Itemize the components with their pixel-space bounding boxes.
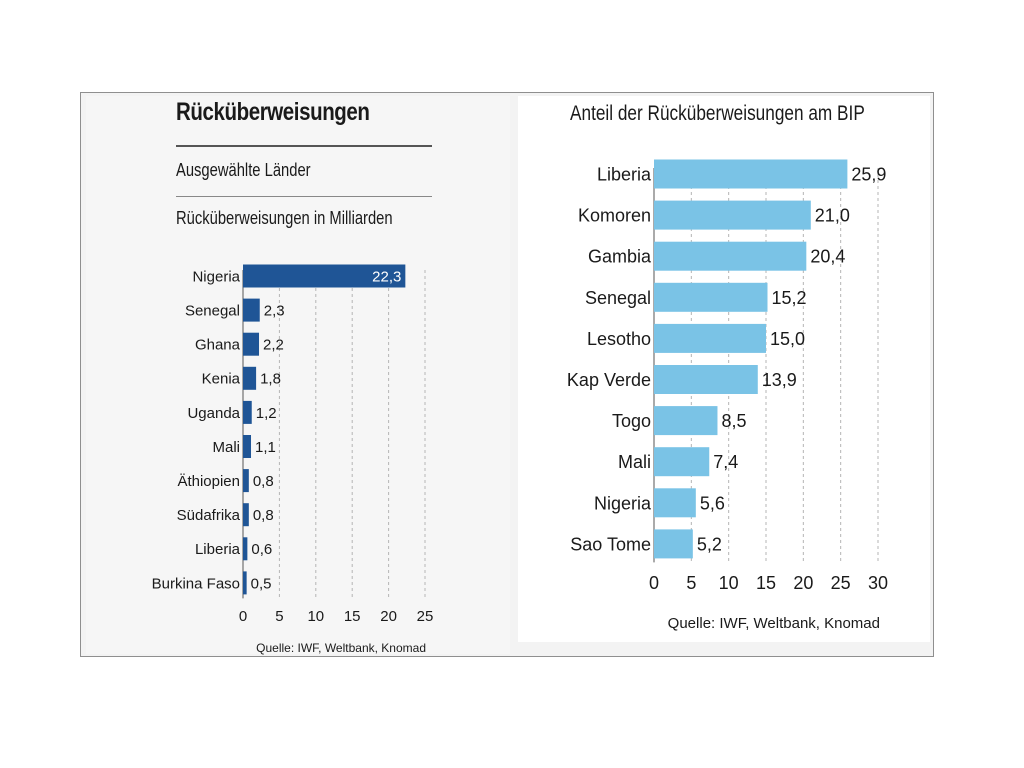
category-label-1-0: Liberia bbox=[597, 164, 652, 184]
tick-label-0-5: 25 bbox=[417, 608, 434, 625]
tick-label-1-1: 5 bbox=[686, 573, 696, 593]
tick-label-1-6: 30 bbox=[868, 573, 888, 593]
category-label-0-7: Südafrika bbox=[177, 507, 241, 524]
bar-0-6 bbox=[243, 469, 249, 493]
category-label-0-0: Nigeria bbox=[192, 268, 240, 285]
source-label-0: Quelle: IWF, Weltbank, Knomad bbox=[256, 641, 426, 655]
category-label-1-4: Lesotho bbox=[587, 329, 651, 349]
tick-label-0-4: 20 bbox=[380, 608, 397, 625]
value-label-1-4: 15,0 bbox=[770, 329, 805, 349]
value-label-0-7: 0,8 bbox=[253, 507, 274, 524]
bar-0-9 bbox=[243, 571, 247, 595]
source-label-1: Quelle: IWF, Weltbank, Knomad bbox=[668, 615, 880, 632]
left-chart-subtitle: Ausgewählte Länder bbox=[176, 160, 311, 180]
subtitle-rule bbox=[176, 196, 432, 197]
bar-1-6 bbox=[654, 406, 718, 436]
category-label-0-2: Ghana bbox=[195, 337, 241, 354]
tick-label-0-2: 10 bbox=[307, 608, 324, 625]
value-label-0-4: 1,2 bbox=[256, 405, 277, 422]
tick-label-1-5: 25 bbox=[831, 573, 851, 593]
tick-label-1-4: 20 bbox=[793, 573, 813, 593]
left-chart-title: Rücküberweisungen bbox=[176, 98, 370, 126]
value-label-1-5: 13,9 bbox=[762, 370, 797, 390]
tick-label-1-3: 15 bbox=[756, 573, 776, 593]
category-label-0-5: Mali bbox=[212, 439, 240, 456]
bar-0-4 bbox=[243, 400, 252, 424]
bar-1-2 bbox=[654, 241, 807, 271]
left-chart-xlabel: Rücküberweisungen in Milliarden bbox=[176, 208, 393, 228]
category-label-1-7: Mali bbox=[618, 452, 651, 472]
bar-1-4 bbox=[654, 323, 766, 353]
value-label-0-2: 2,2 bbox=[263, 337, 284, 354]
tick-label-1-0: 0 bbox=[649, 573, 659, 593]
category-label-1-8: Nigeria bbox=[594, 493, 652, 513]
bar-1-3 bbox=[654, 282, 768, 312]
value-label-1-0: 25,9 bbox=[851, 164, 886, 184]
value-label-0-1: 2,3 bbox=[264, 303, 285, 320]
value-label-1-8: 5,6 bbox=[700, 493, 725, 513]
category-label-0-4: Uganda bbox=[187, 405, 240, 422]
tick-label-0-0: 0 bbox=[239, 608, 247, 625]
value-label-0-5: 1,1 bbox=[255, 439, 276, 456]
category-label-1-6: Togo bbox=[612, 411, 651, 431]
bar-0-2 bbox=[243, 332, 260, 356]
bar-1-7 bbox=[654, 447, 710, 477]
title-rule bbox=[176, 145, 432, 147]
left-panel bbox=[86, 96, 510, 654]
value-label-0-8: 0,6 bbox=[251, 541, 272, 558]
category-label-0-9: Burkina Faso bbox=[152, 575, 240, 592]
value-label-1-6: 8,5 bbox=[721, 411, 746, 431]
bar-1-0 bbox=[654, 159, 848, 189]
value-label-1-3: 15,2 bbox=[771, 288, 806, 308]
value-label-1-2: 20,4 bbox=[810, 247, 845, 267]
value-label-1-1: 21,0 bbox=[815, 206, 850, 226]
value-label-1-7: 7,4 bbox=[713, 452, 738, 472]
category-label-1-9: Sao Tome bbox=[570, 534, 651, 554]
bar-1-1 bbox=[654, 200, 811, 230]
category-label-0-6: Äthiopien bbox=[177, 473, 240, 490]
value-label-0-0: 22,3 bbox=[372, 268, 401, 285]
category-label-1-1: Komoren bbox=[578, 206, 651, 226]
value-label-1-9: 5,2 bbox=[697, 534, 722, 554]
category-label-1-5: Kap Verde bbox=[567, 370, 651, 390]
category-label-0-1: Senegal bbox=[185, 303, 240, 320]
bar-1-5 bbox=[654, 365, 758, 394]
category-label-1-3: Senegal bbox=[585, 288, 651, 308]
tick-label-1-2: 10 bbox=[719, 573, 739, 593]
bar-0-3 bbox=[243, 366, 257, 390]
bar-0-1 bbox=[243, 298, 260, 322]
bar-1-8 bbox=[654, 488, 696, 518]
bar-0-8 bbox=[243, 537, 248, 561]
category-label-0-8: Liberia bbox=[195, 541, 241, 558]
bar-0-0 bbox=[243, 264, 406, 288]
category-label-1-2: Gambia bbox=[588, 247, 652, 267]
value-label-0-9: 0,5 bbox=[251, 575, 272, 592]
bar-0-5 bbox=[243, 435, 252, 458]
bar-1-9 bbox=[654, 529, 693, 559]
value-label-0-6: 0,8 bbox=[253, 473, 274, 490]
tick-label-0-3: 15 bbox=[344, 608, 361, 625]
right-chart-title: Anteil der Rücküberweisungen am BIP bbox=[570, 102, 865, 125]
tick-label-0-1: 5 bbox=[275, 608, 283, 625]
bar-0-7 bbox=[243, 503, 249, 527]
category-label-0-3: Kenia bbox=[202, 371, 241, 388]
value-label-0-3: 1,8 bbox=[260, 371, 281, 388]
